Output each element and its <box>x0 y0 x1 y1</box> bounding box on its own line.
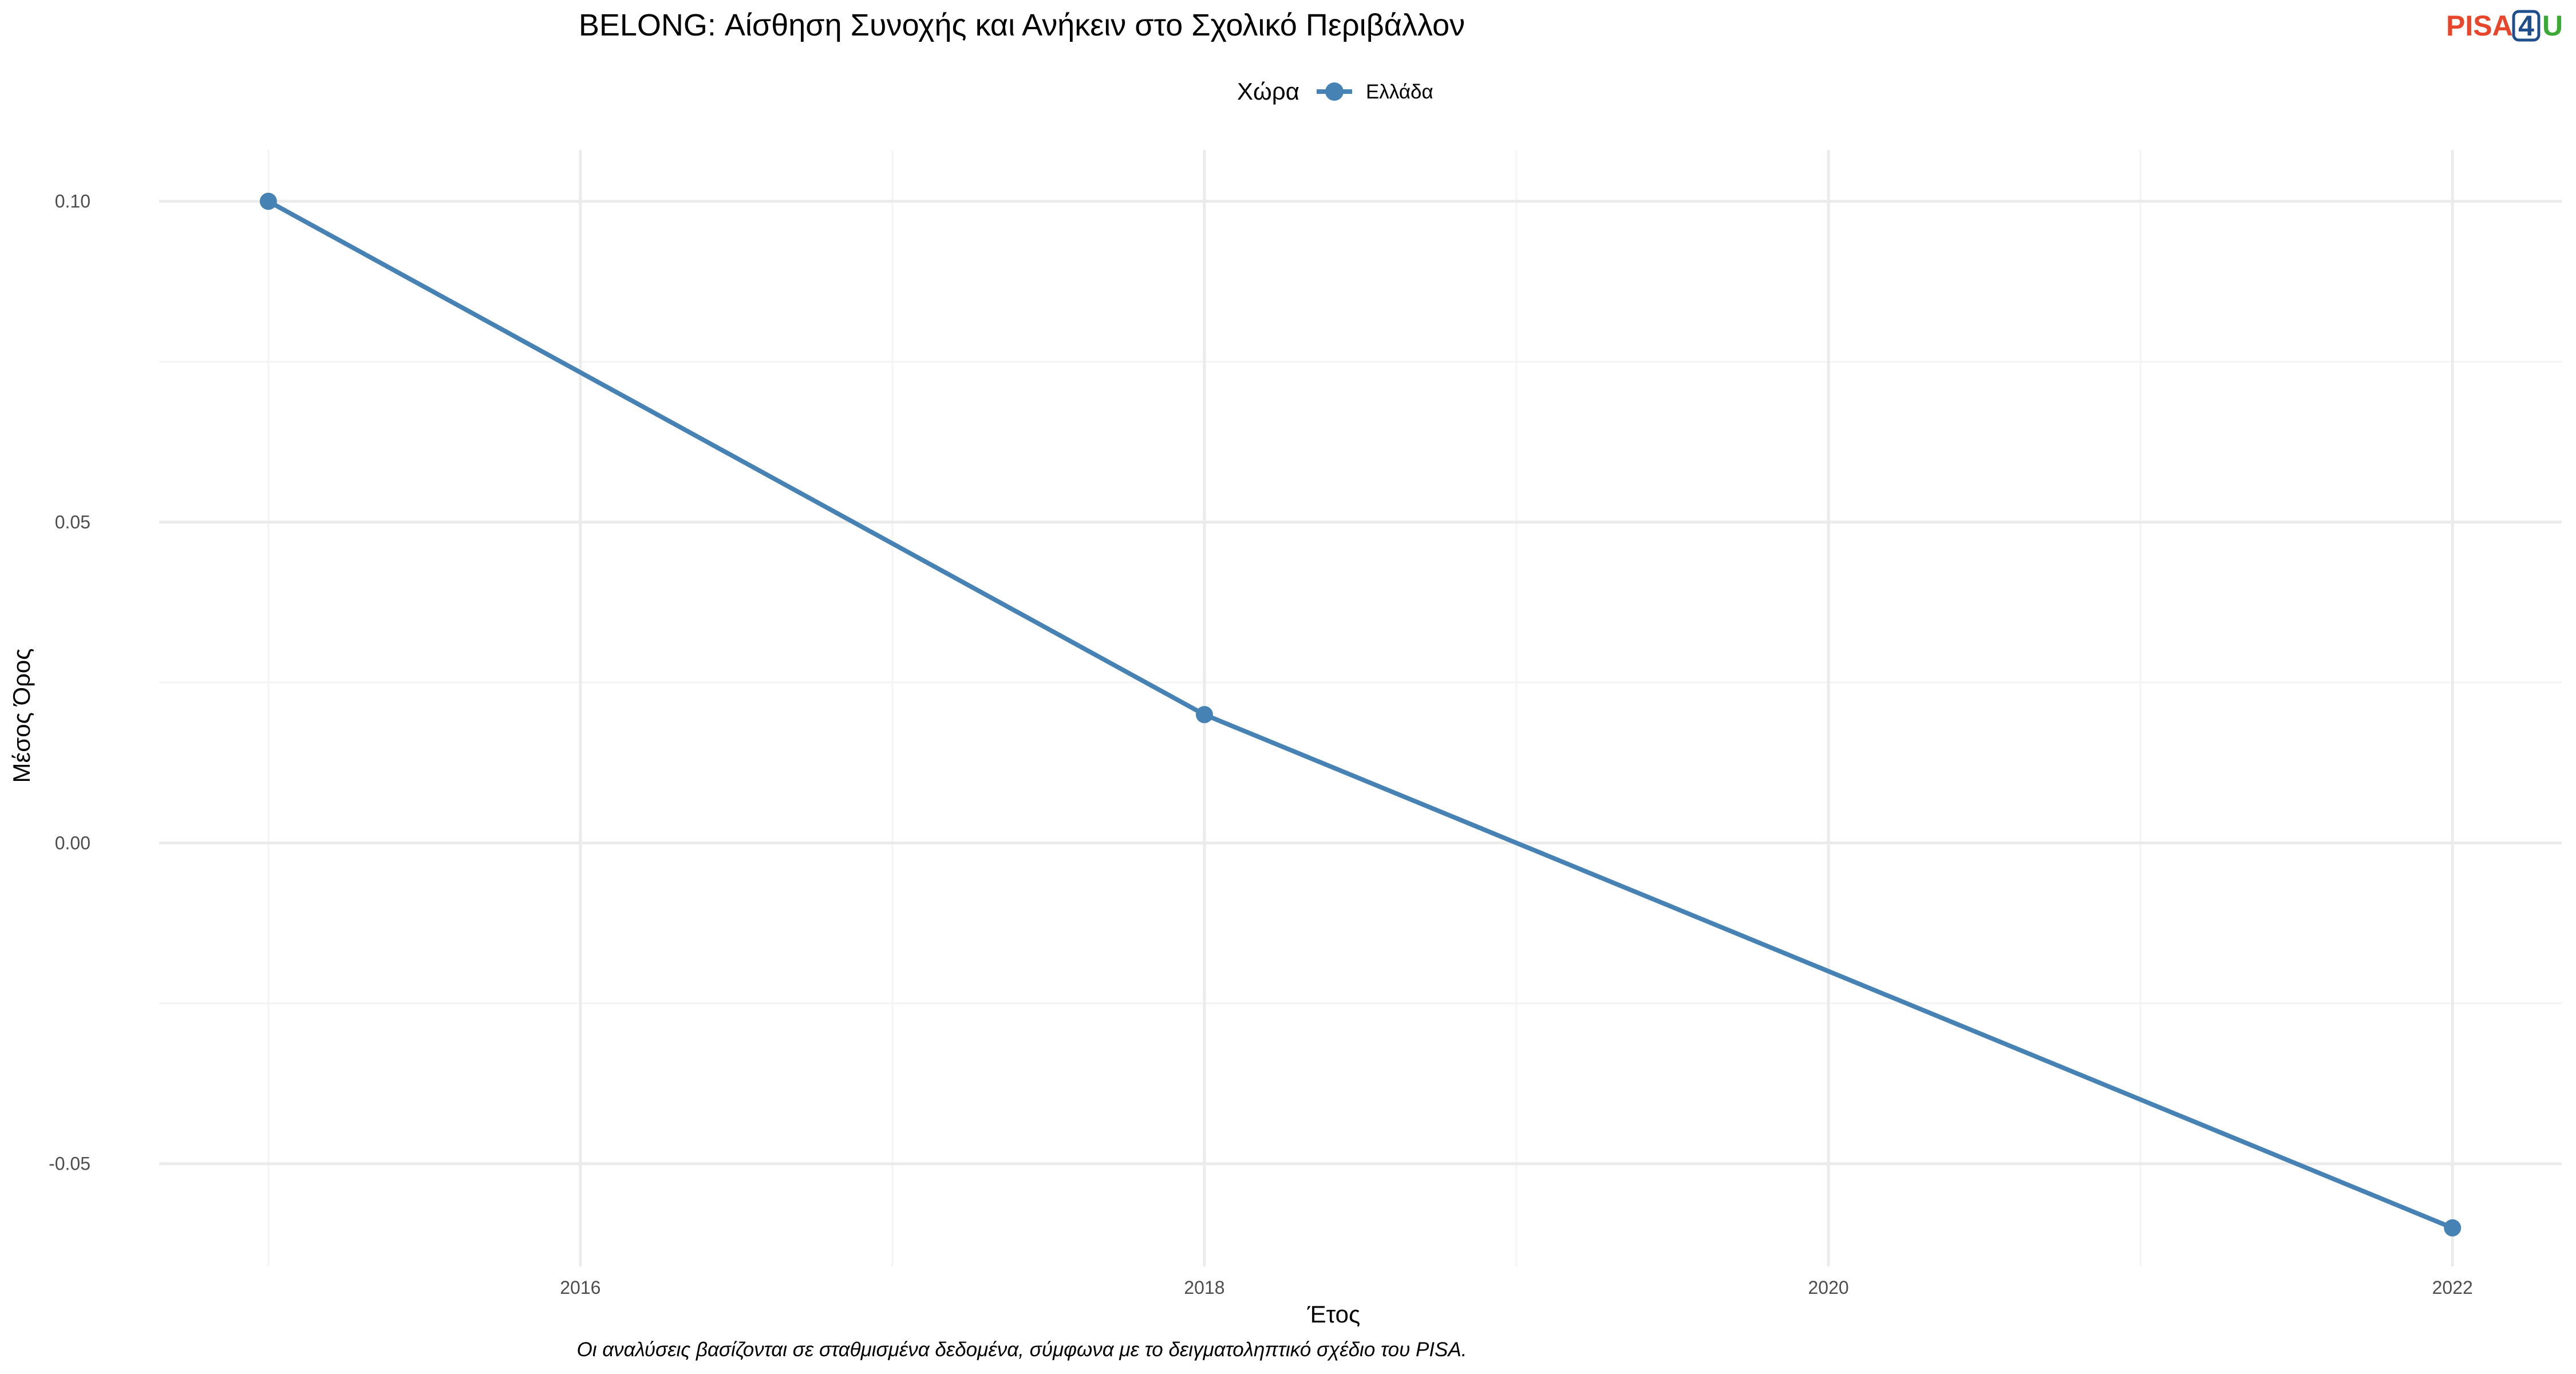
data-point <box>259 192 277 210</box>
logo-pisa-text: PISA <box>2446 10 2513 42</box>
logo-u-text: U <box>2542 10 2563 42</box>
logo: PISA 4 U <box>2446 10 2563 42</box>
y-tick-label: 0.05 <box>55 512 90 532</box>
x-tick-label: 2020 <box>1808 1277 1849 1298</box>
legend-title: Χώρα <box>1237 78 1299 105</box>
grid <box>159 150 2562 1266</box>
legend-label: Ελλάδα <box>1366 81 1433 103</box>
y-axis-ticks: -0.05 0.00 0.05 0.10 <box>49 191 90 1174</box>
chart-caption: Οι αναλύσεις βασίζονται σε σταθμισμένα δ… <box>576 1339 1467 1361</box>
logo-four-text: 4 <box>2518 10 2534 42</box>
series-points <box>259 192 2462 1237</box>
y-tick-label: 0.10 <box>55 191 90 212</box>
x-tick-label: 2022 <box>2432 1277 2473 1298</box>
chart-title: BELONG: Αίσθηση Συνοχής και Ανήκειν στο … <box>579 8 1465 42</box>
y-tick-label: -0.05 <box>49 1154 90 1174</box>
legend-key-point <box>1325 82 1344 101</box>
y-axis-title: Μέσος Όρος <box>8 649 35 783</box>
x-tick-label: 2018 <box>1184 1277 1224 1298</box>
x-tick-label: 2016 <box>560 1277 600 1298</box>
series-lines <box>267 199 2453 1230</box>
logo-four-box <box>2512 10 2541 42</box>
y-tick-label: 0.00 <box>55 832 90 853</box>
legend: Χώρα Ελλάδα <box>1237 78 1433 105</box>
data-point <box>2444 1219 2462 1237</box>
data-point <box>1195 706 1213 724</box>
series-line-greece <box>267 199 2453 1230</box>
x-axis-title: Έτος <box>1307 1301 1361 1328</box>
x-axis-ticks: 2016 2018 2020 2022 <box>560 1277 2473 1298</box>
